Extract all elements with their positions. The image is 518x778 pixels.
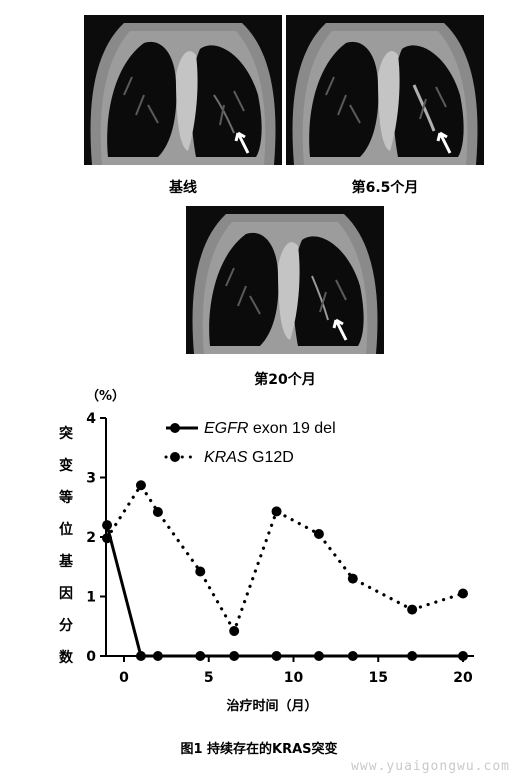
y-tick-label: 4: [86, 411, 96, 427]
series-1-point: [229, 651, 240, 661]
series-2-point: [135, 480, 146, 491]
y-axis-label-char: 基: [59, 553, 74, 570]
series-1-point: [407, 651, 418, 661]
y-axis-label-char: 因: [59, 586, 73, 602]
x-tick-label: 20: [453, 670, 473, 686]
y-tick-label: 3: [86, 471, 96, 487]
series-2-point: [152, 507, 163, 518]
legend-label-italic: EGFR: [204, 420, 249, 437]
x-tick-label: 5: [204, 670, 214, 686]
caption-month-6-5: 第6.5个月: [351, 180, 419, 196]
ct-image-baseline: [84, 15, 282, 165]
series-1-point: [152, 651, 163, 661]
series-2-point: [458, 588, 468, 599]
x-tick-label: 0: [119, 670, 129, 686]
y-axis-label-char: 数: [59, 649, 74, 666]
y-tick-label: 0: [86, 649, 96, 665]
series-2-point: [347, 573, 358, 584]
legend-label-rest: exon 19 del: [248, 420, 335, 437]
legend-label-italic: KRAS: [204, 449, 248, 466]
y-axis-label-char: 变: [59, 457, 73, 474]
x-axis-label: 治疗时间（月）: [226, 698, 317, 714]
y-unit-label: （%）: [86, 388, 125, 404]
series-line-1: [105, 524, 463, 658]
y-tick-label: 1: [86, 590, 96, 606]
y-axis-label-char: 分: [59, 618, 73, 634]
series-1-point: [313, 651, 324, 661]
ct-image-month-20: [186, 206, 384, 354]
series-1-point: [271, 651, 282, 661]
series-line-2: [105, 482, 465, 635]
series-1-point: [195, 651, 206, 661]
series-2-point: [229, 626, 240, 637]
legend-marker-1: [170, 423, 180, 433]
series-1-point: [102, 520, 113, 531]
series-2-point: [313, 529, 324, 540]
x-tick-label: 15: [369, 670, 388, 686]
series-1-point: [347, 651, 358, 661]
x-tick-label: 10: [284, 670, 304, 686]
series-2-point: [102, 533, 113, 544]
series-2-point: [195, 566, 206, 577]
legend-label-1: EGFR exon 19 del: [204, 420, 336, 437]
legend-label-rest: G12D: [248, 449, 294, 466]
series-1-point: [135, 651, 146, 661]
chart-series: [102, 480, 468, 661]
y-axis-label-char: 突: [59, 425, 73, 442]
caption-month-20: 第20个月: [254, 372, 316, 388]
caption-baseline: 基线: [169, 180, 197, 196]
y-axis-label-char: 等: [59, 489, 73, 506]
series-2-point: [271, 506, 282, 517]
y-axis-label-char: 位: [59, 521, 73, 538]
legend-label-2: KRAS G12D: [204, 449, 294, 466]
series-2-point: [407, 604, 418, 615]
y-tick-label: 2: [86, 530, 96, 546]
ct-image-month-6-5: [286, 15, 484, 165]
legend-marker-2: [170, 452, 180, 462]
series-1-point: [458, 651, 468, 661]
figure-title: 图1 持续存在的KRAS突变: [180, 742, 338, 757]
watermark: www.yuaigongwu.com: [351, 759, 510, 774]
